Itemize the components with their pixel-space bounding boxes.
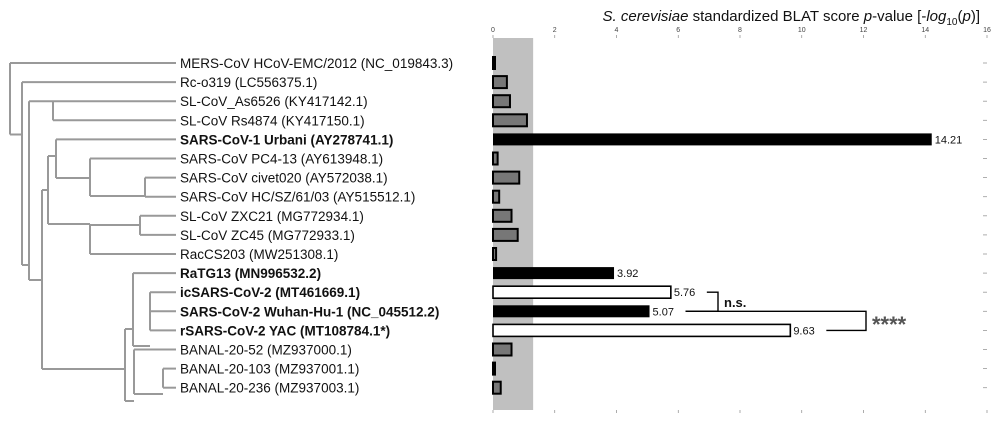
bar [492, 151, 499, 166]
x-tick-label: 0 [491, 27, 495, 34]
bar [492, 247, 498, 261]
x-axis: 0 2 4 6 8 10 12 14 16 [491, 27, 991, 413]
virus-label: SL-CoV ZC45 (MG772933.1) [180, 228, 355, 243]
bar [492, 56, 496, 70]
virus-label: SARS-CoV-1 Urbani (AY278741.1) [180, 132, 393, 147]
virus-label: SARS-CoV HC/SZ/61/03 (AY515512.1) [180, 190, 415, 205]
virus-label: SL-CoV Rs4874 (KY417150.1) [180, 113, 365, 128]
virus-label: SARS-CoV-2 Wuhan-Hu-1 (NC_045512.2) [180, 304, 439, 319]
virus-label: BANAL-20-103 (MZ937001.1) [180, 362, 359, 377]
virus-label: SL-CoV_As6526 (KY417142.1) [180, 94, 368, 109]
virus-label: SL-CoV ZXC21 (MG772934.1) [180, 209, 364, 224]
bar-value-label: 5.07 [653, 306, 674, 318]
x-tick-label: 10 [798, 27, 806, 34]
bar [492, 323, 792, 338]
x-tick-label: 12 [860, 27, 868, 34]
significance-label: **** [872, 312, 907, 337]
bar-value-label: 14.21 [935, 134, 963, 146]
significance-brackets: n.s. **** [685, 291, 907, 337]
virus-label: Rc-o319 (LC556375.1) [180, 75, 317, 90]
virus-label: RaTG13 (MN996532.2) [180, 266, 321, 281]
bar [492, 380, 502, 395]
virus-label: SARS-CoV PC4-13 (AY613948.1) [180, 152, 383, 167]
x-tick-label: 6 [676, 27, 680, 34]
bar [492, 342, 513, 357]
bar [493, 133, 932, 146]
virus-label: SARS-CoV civet020 (AY572038.1) [180, 171, 388, 186]
bar [493, 267, 615, 280]
bar [492, 113, 528, 128]
significance-label: n.s. [724, 295, 746, 310]
bar-value-label: 5.76 [674, 287, 695, 299]
bar [492, 227, 519, 242]
virus-label: MERS-CoV HCoV-EMC/2012 (NC_019843.3) [180, 56, 453, 71]
bar [492, 94, 511, 109]
bar [492, 170, 521, 185]
virus-label: rSARS-CoV-2 YAC (MT108784.1*) [180, 323, 390, 338]
bar-value-label: 3.92 [617, 268, 638, 280]
virus-labels: MERS-CoV HCoV-EMC/2012 (NC_019843.3) Rc-o… [180, 56, 453, 396]
x-tick-label: 14 [921, 27, 929, 34]
bar [492, 285, 672, 300]
virus-label: icSARS-CoV-2 (MT461669.1) [180, 285, 360, 300]
bar [492, 361, 496, 376]
x-tick-label: 4 [615, 27, 619, 34]
bar [492, 208, 513, 223]
virus-label: BANAL-20-52 (MZ937000.1) [180, 343, 352, 358]
x-tick-label: 16 [983, 27, 991, 34]
bars: 14.21 3.92 5.765.07 9.63 [492, 56, 963, 395]
x-tick-label: 2 [553, 27, 557, 34]
virus-label: RacCS203 (MW251308.1) [180, 247, 338, 262]
virus-label: BANAL-20-236 (MZ937003.1) [180, 381, 359, 396]
phylogenetic-tree [9, 62, 176, 402]
bar [492, 75, 508, 90]
significance-bracket [685, 310, 867, 332]
bar-value-label: 9.63 [793, 325, 814, 337]
bar [493, 305, 650, 318]
bar [492, 189, 501, 204]
chart-title: S. cerevisiae standardized BLAT score p-… [603, 8, 980, 28]
x-tick-label: 8 [738, 27, 742, 34]
